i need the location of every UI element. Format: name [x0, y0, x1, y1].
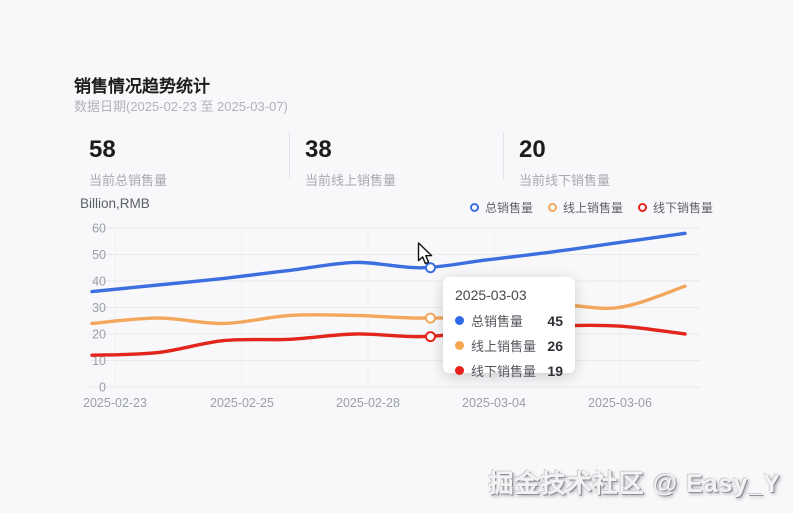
- series-dot-icon: [455, 366, 464, 375]
- svg-text:2025-03-04: 2025-03-04: [462, 396, 526, 410]
- svg-text:2025-03-06: 2025-03-06: [588, 396, 652, 410]
- tooltip-row-offline: 线下销售量 19: [455, 361, 563, 380]
- legend-label: 线下销售量: [652, 201, 713, 215]
- legend-ring-icon: [547, 203, 557, 212]
- mouse-cursor-icon: [417, 242, 433, 265]
- svg-text:60: 60: [92, 222, 106, 236]
- kpi-total-sales: 58 当前总销售量: [89, 137, 167, 189]
- legend-label: 总销售量: [484, 201, 533, 215]
- svg-text:2025-02-25: 2025-02-25: [210, 396, 274, 410]
- kpi-online-sales: 38 当前线上销售量: [305, 137, 396, 189]
- kpi-divider: [289, 132, 290, 179]
- svg-text:2025-02-28: 2025-02-28: [336, 396, 400, 410]
- tooltip-value: 19: [547, 362, 563, 379]
- svg-text:30: 30: [92, 301, 106, 315]
- legend-ring-icon: [637, 203, 647, 212]
- kpi-total-sales-value: 58: [89, 136, 116, 163]
- tooltip-row-total: 总销售量 45: [455, 311, 563, 330]
- tooltip-value: 45: [547, 312, 563, 329]
- series-dot-icon: [455, 316, 464, 325]
- kpi-divider: [503, 132, 504, 179]
- svg-text:20: 20: [92, 328, 106, 342]
- legend-item-online[interactable]: 线上销售量: [547, 199, 623, 216]
- kpi-online-sales-label: 当前线上销售量: [305, 173, 397, 189]
- page-title: 销售情况趋势统计: [74, 77, 210, 96]
- kpi-offline-sales-label: 当前线下销售量: [519, 173, 611, 189]
- date-range-subtitle: 数据日期(2025-02-23 至 2025-03-07): [74, 99, 288, 114]
- tooltip-row-online: 线上销售量 26: [455, 336, 563, 355]
- svg-text:10: 10: [92, 354, 106, 368]
- kpi-offline-sales: 20 当前线下销售量: [519, 137, 610, 189]
- legend-item-total[interactable]: 总销售量: [469, 199, 533, 216]
- svg-text:2025-02-23: 2025-02-23: [83, 396, 147, 410]
- kpi-offline-sales-value: 20: [519, 136, 546, 163]
- svg-text:50: 50: [92, 248, 106, 262]
- kpi-online-sales-value: 38: [305, 136, 332, 163]
- tooltip-value: 26: [547, 337, 563, 354]
- watermark-text: 掘金技术社区 @ Easy_Y: [488, 470, 781, 498]
- legend-label: 线上销售量: [562, 201, 623, 215]
- legend-item-offline[interactable]: 线下销售量: [637, 199, 713, 216]
- chart-tooltip: 2025-03-03 总销售量 45 线上销售量 26 线下销售量 19: [443, 277, 575, 379]
- tooltip-date: 2025-03-03: [455, 287, 527, 303]
- tooltip-label: 总销售量: [471, 314, 524, 329]
- tooltip-label: 线下销售量: [471, 364, 537, 379]
- svg-text:0: 0: [99, 381, 106, 395]
- y-axis-unit-label: Billion,RMB: [80, 196, 150, 211]
- svg-text:40: 40: [92, 275, 106, 289]
- tooltip-label: 线上销售量: [471, 339, 537, 354]
- kpi-total-sales-label: 当前总销售量: [89, 173, 168, 189]
- legend-ring-icon: [469, 203, 479, 212]
- series-dot-icon: [455, 341, 464, 350]
- chart-legend: 总销售量 线上销售量 线下销售量: [469, 199, 713, 216]
